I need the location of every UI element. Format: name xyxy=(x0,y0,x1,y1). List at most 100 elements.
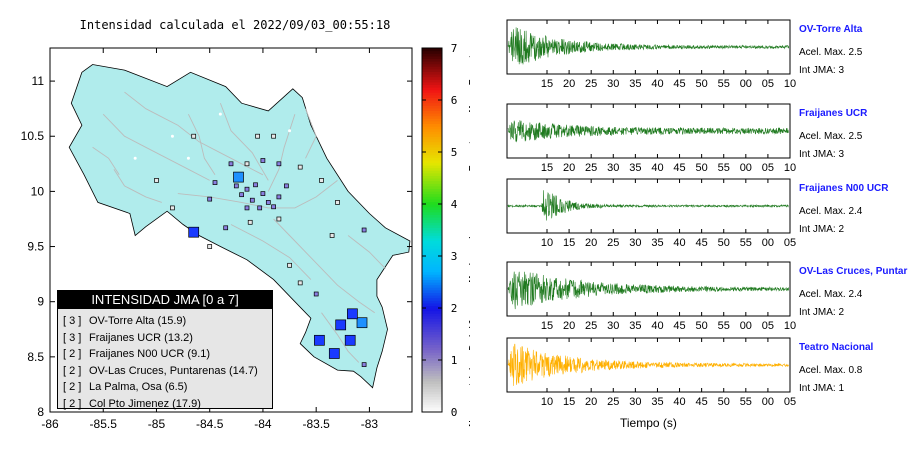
station-acel-max: Acel. Max. 2.5 xyxy=(799,131,863,142)
station-acel-max: Acel. Max. 2.5 xyxy=(799,47,863,58)
waveform-tick-label: 10 xyxy=(541,237,553,249)
station-marker[interactable] xyxy=(260,158,266,163)
waveform-tick-label: 25 xyxy=(585,320,597,332)
station-marker[interactable] xyxy=(188,226,200,238)
station-marker[interactable] xyxy=(249,197,255,203)
map-x-tick-label: -85.5 xyxy=(90,417,118,431)
station-marker[interactable] xyxy=(265,200,271,205)
waveform-tick-label: 40 xyxy=(673,396,685,408)
legend-item: [ 3 ] OV-Torre Alta (15.9) xyxy=(58,313,272,330)
waveform-tick-label: 40 xyxy=(673,237,685,249)
station-marker[interactable] xyxy=(207,196,213,202)
station-marker[interactable] xyxy=(276,216,282,222)
waveform-tick-label: 50 xyxy=(696,78,708,90)
waveform-tick-label: 45 xyxy=(696,396,708,408)
station-marker[interactable] xyxy=(297,280,303,286)
waveform-tick-label: 55 xyxy=(740,396,752,408)
colorbar-category-label: No sentido xyxy=(467,361,470,427)
waveform-tick-label: 15 xyxy=(541,320,553,332)
waveform-tick-label: 20 xyxy=(563,162,575,174)
station-marker[interactable] xyxy=(244,205,250,211)
station-marker[interactable] xyxy=(356,317,368,329)
map-y-tick-label: 9.5 xyxy=(27,240,44,254)
station-marker[interactable] xyxy=(276,161,282,167)
map-river-line xyxy=(102,113,210,181)
station-marker[interactable] xyxy=(154,178,159,183)
colorbar-tick-label: 4 xyxy=(451,198,458,211)
legend-item-level: [ 2 ] xyxy=(63,381,82,393)
map-x-tick-label: -83.5 xyxy=(302,417,330,431)
station-marker[interactable] xyxy=(207,244,213,249)
station-marker[interactable] xyxy=(297,164,303,170)
station-marker[interactable] xyxy=(212,180,218,185)
waveform-tick-label: 00 xyxy=(762,396,774,408)
station-marker[interactable] xyxy=(223,225,229,231)
waveform-tick-label: 10 xyxy=(541,396,553,408)
station-marker[interactable] xyxy=(335,319,347,331)
station-marker[interactable] xyxy=(347,308,358,320)
station-marker[interactable] xyxy=(361,227,367,233)
waveform-tick-label: 00 xyxy=(740,78,752,90)
station-title: OV-Torre Alta xyxy=(799,24,863,35)
station-marker[interactable] xyxy=(244,186,250,192)
map-y-tick-label: 8.5 xyxy=(27,350,44,364)
waveform-panel: 10 15 20 25 30 35 40 45 50 55 00 05 xyxy=(506,178,796,249)
station-marker[interactable] xyxy=(314,334,325,346)
legend-item: [ 2 ] Col Pto Jimenez (17.9) xyxy=(58,396,272,413)
station-marker[interactable] xyxy=(260,191,266,196)
legend-header: INTENSIDAD JMA [0 a 7] xyxy=(58,291,272,309)
station-marker[interactable] xyxy=(329,233,335,238)
waveform-tick-label: 50 xyxy=(718,396,730,408)
station-marker[interactable] xyxy=(170,205,175,211)
station-marker[interactable] xyxy=(271,204,276,210)
waveform-tick-label: 50 xyxy=(696,162,708,174)
map-y-tick-label: 10.5 xyxy=(21,129,45,143)
waveform-panel: 15 20 25 30 35 40 45 50 55 00 05 10 xyxy=(506,103,796,174)
waveform-tick-label: 00 xyxy=(740,162,752,174)
map-river-line xyxy=(187,114,216,176)
station-marker[interactable] xyxy=(287,262,292,268)
waveform-tick-label: 00 xyxy=(740,320,752,332)
map-river-line xyxy=(230,224,312,280)
station-marker[interactable] xyxy=(361,362,367,367)
map-lake-dot xyxy=(133,156,137,160)
station-title: Fraijanes N00 UCR xyxy=(799,183,889,194)
station-marker[interactable] xyxy=(255,133,260,139)
station-marker[interactable] xyxy=(344,334,356,346)
waveform-tick-label: 15 xyxy=(541,162,553,174)
waveform-tick-label: 25 xyxy=(585,78,597,90)
waveform-tick-label: 35 xyxy=(651,396,663,408)
station-marker[interactable] xyxy=(335,200,340,205)
legend-item: [ 2 ] OV-Las Cruces, Puntarenas (14.7) xyxy=(58,363,272,380)
station-marker[interactable] xyxy=(276,194,282,200)
station-marker[interactable] xyxy=(257,205,263,211)
map-lake-dot xyxy=(186,156,190,160)
station-marker[interactable] xyxy=(253,182,258,188)
station-marker[interactable] xyxy=(319,178,324,183)
map-y-tick-label: 9 xyxy=(37,295,44,309)
station-marker[interactable] xyxy=(233,183,239,189)
station-marker[interactable] xyxy=(228,161,234,167)
station-marker[interactable] xyxy=(313,291,319,297)
map-y-tick-label: 8 xyxy=(37,405,44,419)
waveform-tick-label: 30 xyxy=(607,78,619,90)
colorbar-category-label: Debil xyxy=(467,317,470,350)
colorbar: 0 1 2 3 4 5 6 7 No sentido Debil Moderado Fuerte Muy… xyxy=(421,42,470,427)
station-marker[interactable] xyxy=(239,192,244,198)
waveform-tick-label: 05 xyxy=(762,162,774,174)
waveform-tick-label: 10 xyxy=(784,320,796,332)
station-marker[interactable] xyxy=(191,133,197,139)
station-title: OV-Las Cruces, Puntar xyxy=(799,266,908,277)
station-marker[interactable] xyxy=(328,348,340,359)
station-marker[interactable] xyxy=(284,183,289,189)
waveform-tick-label: 50 xyxy=(718,237,730,249)
station-marker[interactable] xyxy=(233,171,244,183)
station-acel-max: Acel. Max. 0.8 xyxy=(799,365,863,376)
station-marker[interactable] xyxy=(247,219,253,225)
waveform-tick-label: 45 xyxy=(673,78,685,90)
station-marker[interactable] xyxy=(271,133,276,139)
station-marker[interactable] xyxy=(244,161,250,167)
waveform-tick-label: 30 xyxy=(607,162,619,174)
waveform-trace xyxy=(507,27,789,65)
